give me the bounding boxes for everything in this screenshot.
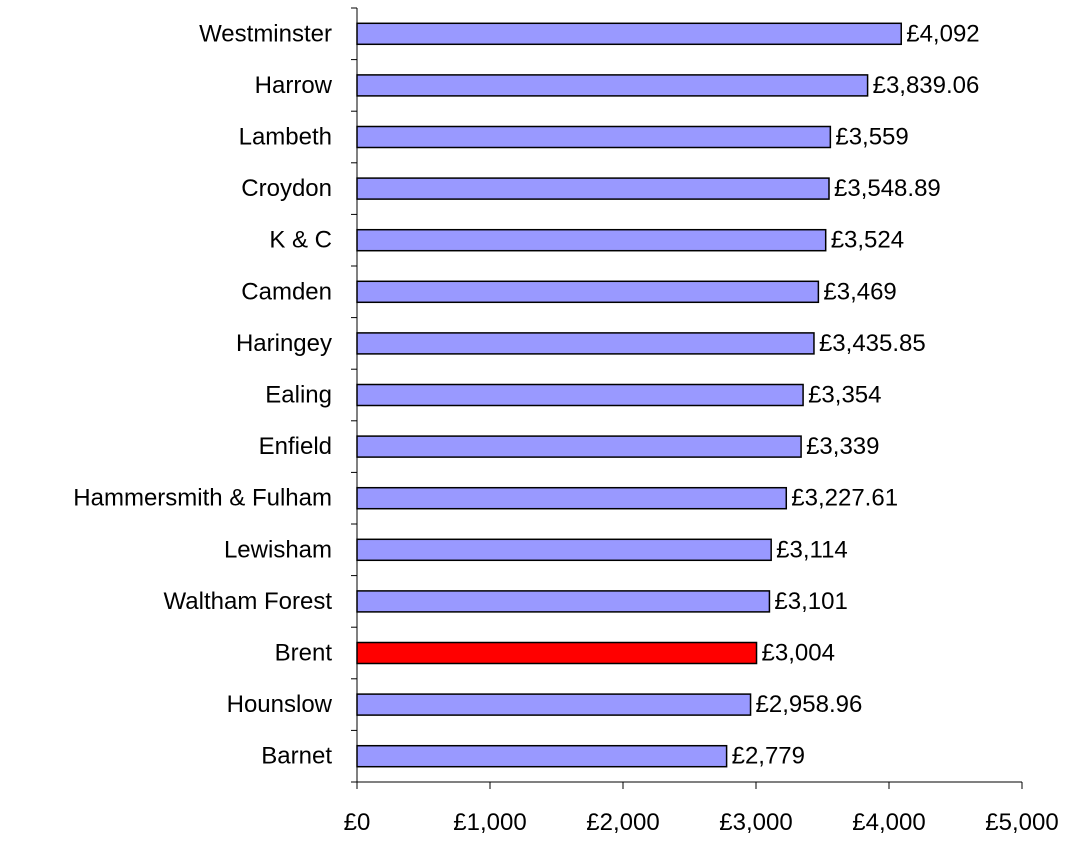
category-label-enfield: Enfield xyxy=(259,433,332,460)
bar-haringey xyxy=(356,332,815,355)
category-label-hounslow: Hounslow xyxy=(227,691,333,718)
bar-croydon xyxy=(356,177,830,200)
x-tick-label: £3,000 xyxy=(719,809,792,836)
value-label-westminster: £4,092 xyxy=(906,20,979,47)
bar-brent xyxy=(356,641,758,665)
x-tick-label: £4,000 xyxy=(852,809,925,836)
bar-barnet xyxy=(356,744,728,768)
category-label-camden: Camden xyxy=(241,278,332,305)
x-tick-label: £2,000 xyxy=(586,809,659,836)
category-label-brent: Brent xyxy=(275,640,333,667)
x-tick-label: £5,000 xyxy=(985,809,1058,836)
bar-waltham-forest xyxy=(356,590,771,613)
bar-westminster xyxy=(356,22,902,46)
bar-hammersmith-and-fulham xyxy=(356,486,788,510)
value-label-harrow: £3,839.06 xyxy=(873,72,980,99)
category-label-k-and-c: K & C xyxy=(269,227,332,254)
bar-hounslow xyxy=(356,693,752,716)
value-label-lambeth: £3,559 xyxy=(835,124,908,151)
x-tick-label: £1,000 xyxy=(453,809,526,836)
value-label-hammersmith-and-fulham: £3,227.61 xyxy=(791,485,898,512)
bar-lambeth xyxy=(356,125,832,149)
bar-lewisham xyxy=(356,538,772,562)
value-label-waltham-forest: £3,101 xyxy=(774,588,847,615)
bar-k-and-c xyxy=(356,228,827,252)
category-label-haringey: Haringey xyxy=(236,330,332,357)
bar-harrow xyxy=(356,74,869,97)
category-label-waltham-forest: Waltham Forest xyxy=(164,588,333,615)
axes-layer xyxy=(351,7,1023,789)
value-label-lewisham: £3,114 xyxy=(776,536,848,563)
value-label-k-and-c: £3,524 xyxy=(831,227,904,254)
value-label-ealing: £3,354 xyxy=(808,382,881,409)
category-label-hammersmith-and-fulham: Hammersmith & Fulham xyxy=(73,485,332,512)
value-label-camden: £3,469 xyxy=(823,278,896,305)
value-label-croydon: £3,548.89 xyxy=(834,175,941,202)
bar-ealing xyxy=(356,383,804,407)
category-label-barnet: Barnet xyxy=(261,743,332,770)
bar-camden xyxy=(356,280,820,304)
value-label-haringey: £3,435.85 xyxy=(819,330,926,357)
category-label-croydon: Croydon xyxy=(241,175,332,202)
value-label-brent: £3,004 xyxy=(762,640,835,667)
value-label-hounslow: £2,958.96 xyxy=(756,691,863,718)
category-label-westminster: Westminster xyxy=(199,20,332,47)
bar-enfield xyxy=(356,435,802,458)
value-label-enfield: £3,339 xyxy=(806,433,879,460)
category-label-ealing: Ealing xyxy=(265,382,332,409)
labels-layer: Westminster £4,092 Harrow £3,839.06 Lambeth £… xyxy=(73,20,1058,836)
x-tick-label: £0 xyxy=(344,809,371,836)
category-label-lambeth: Lambeth xyxy=(239,124,332,151)
value-label-barnet: £2,779 xyxy=(732,743,805,770)
category-label-harrow: Harrow xyxy=(255,72,333,99)
category-label-lewisham: Lewisham xyxy=(224,536,332,563)
